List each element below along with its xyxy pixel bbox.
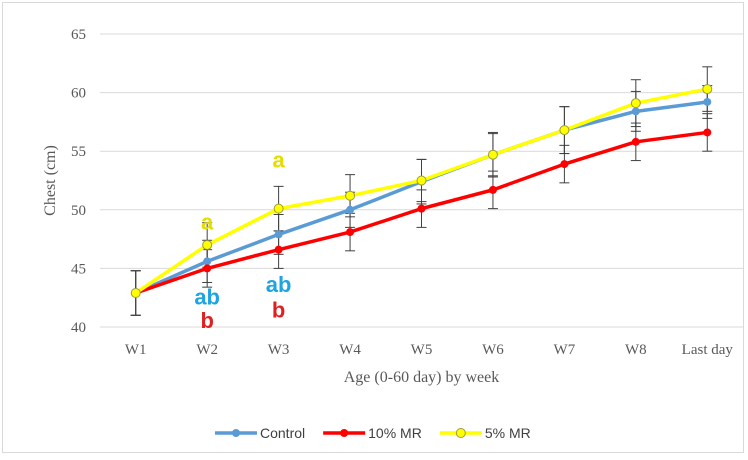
data-point: [631, 137, 640, 146]
x-axis-title: Age (0-60 day) by week: [344, 369, 500, 386]
data-point: [417, 204, 426, 213]
x-tick-label: W6: [482, 342, 504, 358]
data-point: [202, 239, 213, 250]
significance-letter: b: [272, 298, 285, 323]
chart-frame: 40 45 50 55 60 65 W1 W2 W3 W4 W5 W6 W7 W8 Last day a a…: [2, 2, 744, 453]
x-tick-label: W3: [268, 342, 290, 358]
legend-item: 10% MR: [323, 425, 422, 441]
legend-item: 5% MR: [439, 425, 531, 441]
x-tick-label: W7: [554, 342, 576, 358]
data-point: [274, 245, 283, 254]
y-tick-label: 65: [71, 27, 86, 43]
line-chart: 40 45 50 55 60 65 W1 W2 W3 W4 W5 W6 W7 W8 Last day a a…: [42, 27, 743, 441]
x-tick-label: W2: [196, 342, 218, 358]
data-point: [274, 230, 283, 239]
series-lines: [130, 84, 713, 299]
significance-letter: ab: [266, 272, 292, 297]
y-tick-label: 55: [71, 144, 86, 160]
data-point: [273, 203, 284, 214]
x-tick-label: W4: [339, 342, 361, 358]
data-point: [631, 107, 640, 116]
error-bars: [130, 66, 713, 316]
data-point: [346, 228, 355, 237]
data-point: [560, 160, 569, 169]
y-tick-labels: 40 45 50 55 60 65: [71, 27, 86, 336]
data-point: [487, 149, 498, 160]
data-point: [703, 128, 712, 137]
y-tick-label: 45: [71, 261, 86, 277]
legend-label: 10% MR: [368, 425, 422, 441]
data-point: [203, 264, 212, 273]
data-point: [559, 125, 570, 136]
x-tick-label: W1: [125, 342, 147, 358]
data-point: [630, 98, 641, 109]
significance-letter: ab: [194, 285, 220, 310]
y-tick-label: 50: [71, 203, 86, 219]
data-point: [702, 84, 713, 95]
significance-letter: b: [200, 308, 213, 333]
data-point: [130, 288, 141, 299]
legend-item: Control: [215, 425, 305, 441]
y-axis-title: Chest (cm): [42, 145, 59, 216]
x-tick-label: W5: [411, 342, 433, 358]
data-point: [203, 257, 212, 266]
legend-label: Control: [260, 425, 305, 441]
legend: Control 10% MR 5% MR: [215, 425, 531, 441]
significance-letter: a: [272, 148, 285, 173]
data-point: [416, 175, 427, 186]
data-point: [346, 205, 355, 214]
data-point: [345, 190, 356, 201]
x-tick-label: W8: [625, 342, 647, 358]
x-tick-labels: W1 W2 W3 W4 W5 W6 W7 W8 Last day: [125, 342, 734, 358]
x-tick-label: Last day: [682, 342, 734, 358]
y-tick-label: 60: [71, 86, 86, 102]
legend-label: 5% MR: [485, 425, 531, 441]
significance-letter: a: [201, 210, 214, 235]
y-tick-label: 40: [71, 320, 86, 336]
data-point: [703, 97, 712, 106]
data-point: [488, 185, 497, 194]
